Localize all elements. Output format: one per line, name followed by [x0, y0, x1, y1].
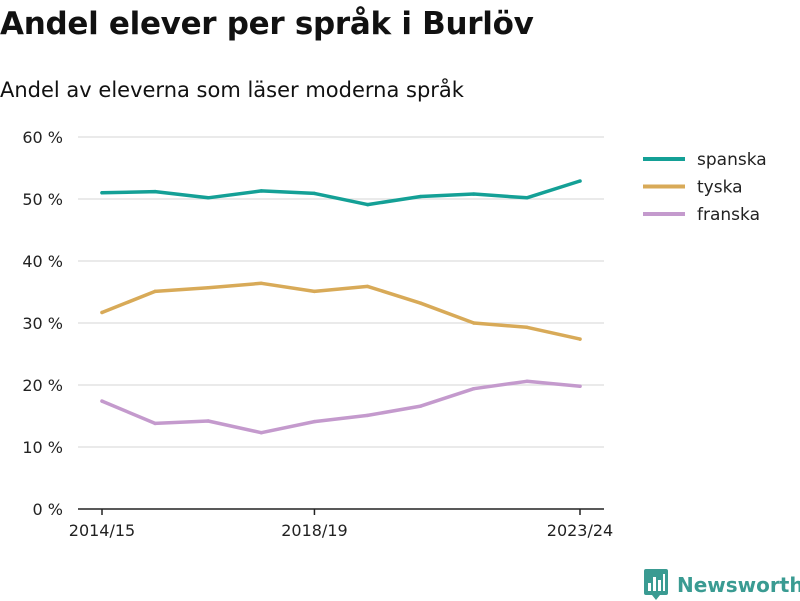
data-point-franska	[578, 384, 582, 388]
series-line-spanska	[100, 179, 582, 207]
legend-label-tyska: tyska	[697, 178, 743, 198]
y-tick-label: 50 %	[22, 190, 63, 209]
data-point-tyska	[153, 289, 157, 294]
data-point-spanska	[365, 202, 370, 207]
data-point-tyska	[578, 337, 582, 341]
newsworthy-logo: Newsworthy	[644, 569, 800, 601]
data-point-spanska	[100, 191, 104, 195]
legend-label-spanska: spanska	[697, 150, 767, 170]
y-tick-label: 10 %	[22, 438, 63, 457]
legend: spanska tyska franska	[643, 150, 767, 225]
chart-subtitle: Andel av eleverna som läser moderna språ…	[0, 78, 464, 102]
data-point-tyska	[100, 310, 104, 315]
data-point-tyska	[418, 301, 423, 305]
data-point-franska	[153, 421, 157, 426]
data-point-franska	[312, 419, 317, 424]
data-point-tyska	[206, 285, 210, 290]
chart-title: Andel elever per språk i Burlöv	[0, 6, 534, 42]
y-axis-ticks: 0 % 10 % 20 % 30 % 40 % 50 % 60 %	[22, 128, 63, 519]
data-point-franska	[525, 379, 529, 383]
series-line-tyska	[100, 281, 582, 341]
y-tick-label: 30 %	[22, 314, 63, 333]
x-tick-label: 2014/15	[69, 521, 135, 540]
y-tick-label: 60 %	[22, 128, 63, 147]
x-tick-label: 2018/19	[281, 521, 347, 540]
brand-name: Newsworthy	[677, 573, 800, 597]
data-point-spanska	[525, 196, 529, 200]
newsworthy-bar-chart-icon	[644, 569, 668, 600]
data-point-tyska	[365, 284, 370, 289]
series-lines	[100, 179, 582, 435]
x-tick-label: 2023/24	[547, 521, 613, 540]
data-point-franska	[365, 413, 370, 418]
data-point-franska	[259, 431, 264, 435]
x-axis: 2014/15 2018/19 2023/24	[69, 508, 613, 540]
data-point-spanska	[206, 196, 210, 200]
data-point-spanska	[312, 191, 317, 196]
data-point-tyska	[472, 321, 476, 325]
y-tick-label: 20 %	[22, 376, 63, 395]
data-point-franska	[206, 419, 210, 423]
line-chart: 0 % 10 % 20 % 30 % 40 % 50 % 60 % 2014/15 2018/…	[22, 128, 767, 540]
data-point-spanska	[259, 189, 264, 193]
y-tick-label: 40 %	[22, 252, 63, 271]
data-point-tyska	[259, 281, 264, 286]
y-tick-label: 0 %	[33, 500, 63, 519]
data-point-franska	[100, 399, 104, 403]
data-point-spanska	[578, 179, 582, 183]
data-point-franska	[472, 387, 476, 391]
data-point-tyska	[525, 325, 529, 330]
grid-lines	[78, 136, 604, 448]
data-point-franska	[418, 404, 423, 408]
legend-label-franska: franska	[697, 205, 760, 225]
data-point-spanska	[472, 192, 476, 196]
data-point-spanska	[418, 194, 423, 199]
series-line-franska	[100, 379, 582, 435]
data-point-tyska	[312, 289, 317, 294]
data-point-spanska	[153, 189, 157, 194]
